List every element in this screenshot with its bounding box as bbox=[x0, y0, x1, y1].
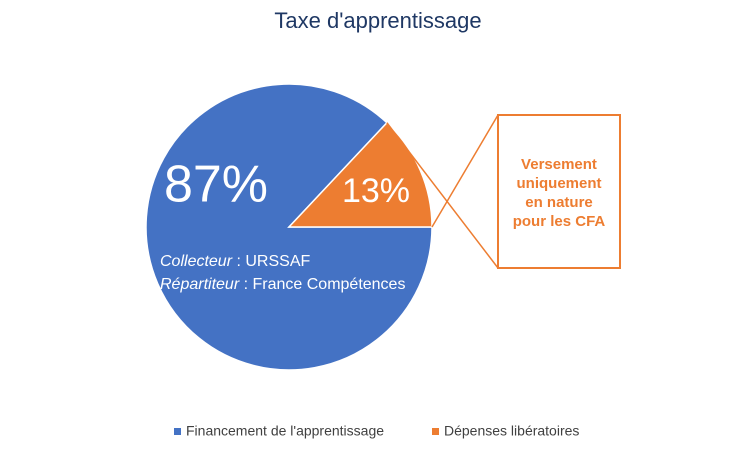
legend: Financement de l'apprentissage Dépenses l… bbox=[174, 423, 579, 439]
annotation: Répartiteur : France Compétences bbox=[160, 276, 405, 293]
value-label: 87% bbox=[164, 156, 268, 214]
legend-swatch bbox=[432, 428, 439, 435]
callout-line bbox=[431, 114, 499, 228]
pie-slice bbox=[145, 83, 433, 371]
annotation-label: Répartiteur bbox=[160, 276, 240, 293]
chart-title: Taxe d'apprentissage bbox=[274, 8, 481, 33]
legend-swatch bbox=[174, 428, 181, 435]
pie: 87% 13% Collecteur : URSSAF Répartiteur : F… bbox=[145, 83, 433, 371]
callout: Versement uniquement en nature pour les CFA bbox=[386, 114, 621, 269]
annotation: Collecteur : URSSAF bbox=[160, 253, 310, 270]
callout-text: pour les CFA bbox=[513, 213, 606, 230]
annotation-label: Collecteur bbox=[160, 253, 233, 270]
callout-text: uniquement bbox=[517, 175, 602, 192]
legend-label: Financement de l'apprentissage bbox=[186, 423, 384, 439]
callout-text: en nature bbox=[525, 194, 593, 211]
legend-label: Dépenses libératoires bbox=[444, 423, 579, 439]
callout-box bbox=[497, 114, 621, 269]
value-label: 13% bbox=[342, 172, 410, 210]
annotation-text: : France Compétences bbox=[239, 276, 405, 293]
callout-line bbox=[386, 122, 499, 269]
callout-text: Versement bbox=[521, 156, 597, 173]
annotation-text: : URSSAF bbox=[232, 253, 310, 270]
pie-slice bbox=[287, 121, 433, 228]
